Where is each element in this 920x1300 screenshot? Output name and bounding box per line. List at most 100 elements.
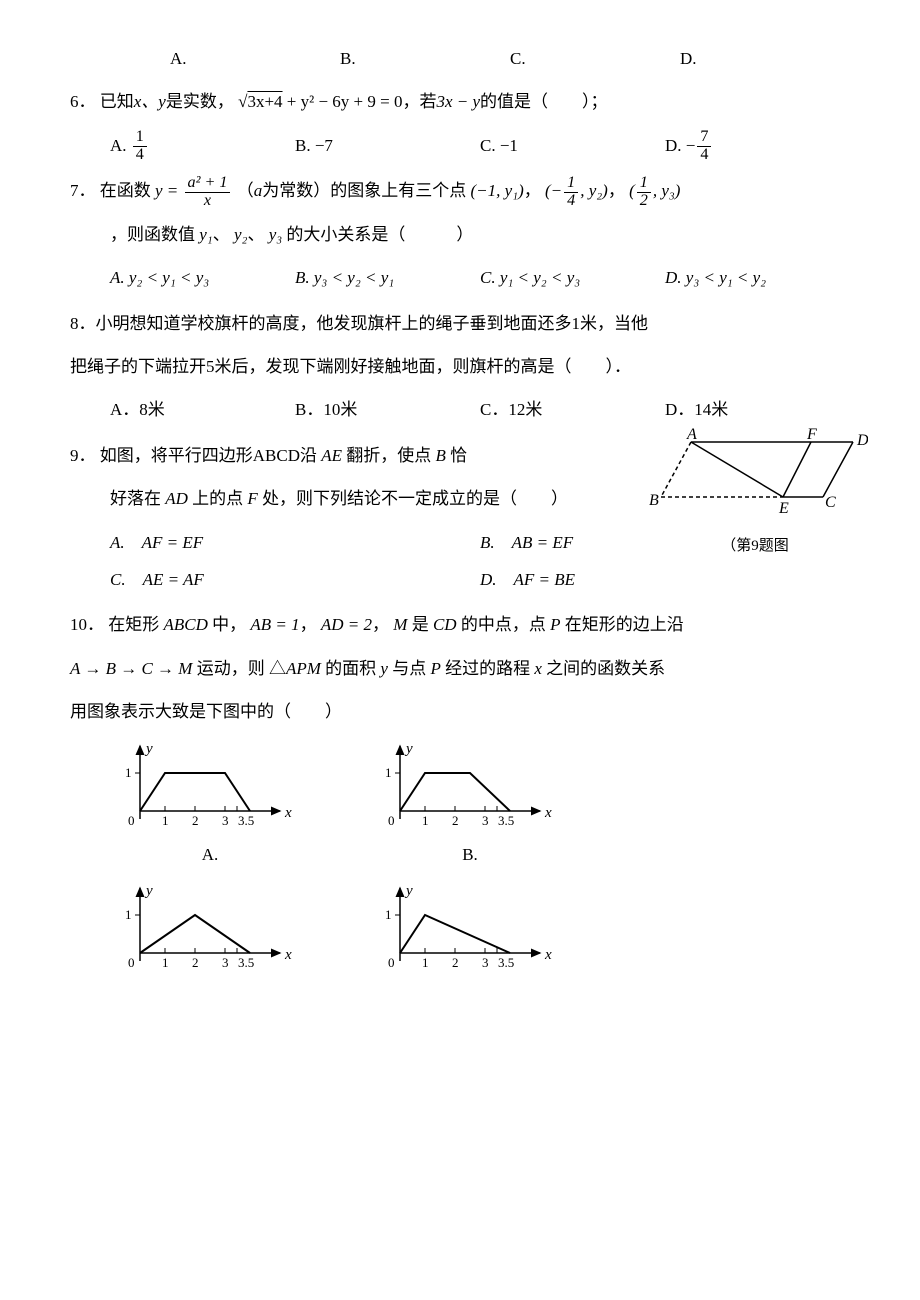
q6-t2: 是实数， [166,92,234,111]
graph-a-svg: y x 1 0 1 2 3 3.5 [110,741,300,836]
gd-y1: 1 [385,907,392,922]
q10-c2: ， [372,615,389,634]
q10-graph-d: y x 1 0 1 2 3 3.5 [370,883,570,978]
q6-expr: √3x+4 + y² − 6y + 9 = 0 [238,92,402,111]
opt-b: B. [340,40,510,77]
q7-y1: y₁ [199,225,212,244]
q6A-label: A. [110,136,127,155]
q10-graph-b: y x 1 0 1 2 3 3.5 B. [370,741,570,873]
graph-b-line [400,773,510,811]
q6-xy: x、y [134,92,166,111]
graph-c-line [140,915,250,953]
q10-CD: CD [433,615,457,634]
graph-b-svg: y x 1 0 1 2 3 3.5 [370,741,560,836]
q7p2b: , y₂) [580,181,608,200]
q7p3b: , y₃) [653,181,681,200]
q7p3n: 1 [637,175,651,193]
q10-l1e: 在矩形的边上沿 [560,615,683,634]
q10-ab1: AB = 1 [250,615,299,634]
q9-lblB: B [649,492,659,509]
q8-opt-c: C．12米 [480,391,665,428]
q7-y2: y₂ [234,225,247,244]
q10-l1b: 中， [208,615,246,634]
q10-x: x [534,659,542,678]
question-9: A F D B E C （第9题图 9． 如图，将平行四边形ABCD沿 AE 翻… [70,437,850,599]
q7-p2: (−14, y₂) [545,181,608,200]
q10-abcd: ABCD [164,615,208,634]
q10-graphs-row1: y x 1 0 1 2 3 3.5 A. y x [70,741,850,873]
gc-x4: 3.5 [238,955,254,970]
q8-num: 8． [70,314,96,333]
gc-x2: 2 [192,955,199,970]
q7-opt-b: B. y₃ < y₂ < y₁ [295,259,480,296]
q10-l2e: 经过的路程 [441,659,535,678]
q7p2a: (− [545,181,562,200]
q9-AD: AD [165,489,188,508]
graph-a-line [140,773,250,811]
opt-c: C. [510,40,680,77]
q6-sqrt: 3x+4 [247,91,282,110]
q10-P: P [550,615,560,634]
gd-xl: x [544,947,552,963]
q10-path: A → B → C → M [70,659,192,678]
q9-lblF: F [806,427,817,443]
q7-opt-a: A. y₂ < y₁ < y₃ [110,259,295,296]
gd-x1: 1 [422,955,429,970]
q10-ad2: AD = 2 [321,615,372,634]
q7-eqden: x [185,193,231,210]
gd-x4: 3.5 [498,955,514,970]
gb-yl: y [404,741,413,757]
q9-F: F [247,489,257,508]
question-8: 8．小明想知道学校旗杆的高度，他发现旗杆上的绳子垂到地面还多1米，当他 把绳子的… [70,305,850,429]
q7-lhs: y = [155,181,183,200]
opt-d: D. [680,40,850,77]
q9-l2a: 好落在 [110,489,165,508]
q9-lblD: D [856,432,868,449]
q9-options-row2: C. AE = AF D. AF = BE [70,561,850,598]
q7-s1: 、 [213,225,230,244]
gc-yl: y [144,883,153,899]
ga-x1: 1 [162,813,169,828]
q9-lblA: A [686,427,697,443]
q7-p1: (−1, y₁) [470,181,523,200]
ga-yl: y [144,741,153,757]
ga-x4: 3.5 [238,813,254,828]
q10-num: 10． [70,615,104,634]
question-10: 10． 在矩形 ABCD 中， AB = 1， AD = 2， M 是 CD 的… [70,606,850,978]
ga-x3: 3 [222,813,229,828]
graph-c-svg: y x 1 0 1 2 3 3.5 [110,883,300,978]
ga-x2: 2 [192,813,199,828]
q7-t1: 在函数 [100,181,155,200]
q6A-num: 1 [133,129,147,147]
q6D-den: 4 [697,147,711,164]
gb-x1: 1 [422,813,429,828]
q9-l2c: 处，则下列结论不一定成立的是（ ） [258,489,568,508]
q7-c1: ， [524,181,541,200]
q9-B: B [436,446,446,465]
q7-p3: (12, y₃) [629,181,680,200]
q10-l1a: 在矩形 [108,615,163,634]
q6A-den: 4 [133,147,147,164]
q6-expr2: 3x − y [436,92,480,111]
gd-yl: y [404,883,413,899]
gb-y1: 1 [385,765,392,780]
q7-t2: （ [237,181,254,200]
q7-a: a [254,181,263,200]
q8-l1: 小明想知道学校旗杆的高度，他发现旗杆上的绳子垂到地面还多1米，当他 [96,314,649,333]
q7-l2b: 的大小关系是（ ） [286,225,473,244]
q7-y3: y₃ [269,225,282,244]
q10-graph-a: y x 1 0 1 2 3 3.5 A. [110,741,310,873]
q7-opt-c: C. y₁ < y₂ < y₃ [480,259,665,296]
q8-opt-b: B．10米 [295,391,480,428]
gd-x3: 3 [482,955,489,970]
q10-graphs-row2: y x 1 0 1 2 3 3.5 y x 1 [70,883,850,978]
gc-o: 0 [128,955,135,970]
q10-graph-c: y x 1 0 1 2 3 3.5 [110,883,310,978]
q6-opt-a: A. 14 [110,127,295,165]
ga-xl: x [284,805,292,821]
q6-opt-c: C. −1 [480,127,665,165]
q7-eqnum: a² + 1 [185,175,231,193]
gc-xl: x [284,947,292,963]
q7-l2a: ，则函数值 [110,225,199,244]
ga-o: 0 [128,813,135,828]
